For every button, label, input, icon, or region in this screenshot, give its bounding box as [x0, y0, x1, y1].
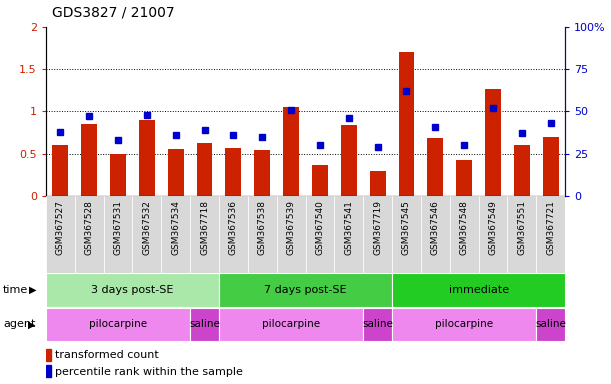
Bar [485, 89, 501, 196]
Bar [398, 52, 414, 196]
Text: GSM367532: GSM367532 [142, 200, 152, 255]
Text: GSM367548: GSM367548 [459, 200, 469, 255]
Bar [543, 137, 558, 196]
Bar [508, 196, 536, 273]
Bar [161, 196, 190, 273]
Text: GSM367539: GSM367539 [287, 200, 296, 255]
Text: pilocarpine: pilocarpine [435, 319, 493, 329]
Bar [370, 171, 386, 196]
Text: GSM367721: GSM367721 [546, 200, 555, 255]
Text: agent: agent [3, 319, 35, 329]
Bar [312, 165, 328, 196]
Text: GSM367718: GSM367718 [200, 200, 209, 255]
Bar [341, 125, 357, 196]
Text: GSM367538: GSM367538 [258, 200, 267, 255]
Bar [103, 196, 133, 273]
Text: GSM367541: GSM367541 [344, 200, 353, 255]
Text: percentile rank within the sample: percentile rank within the sample [54, 366, 243, 377]
Bar [421, 196, 450, 273]
Bar [225, 148, 241, 196]
Bar [392, 273, 565, 306]
Text: GSM367540: GSM367540 [315, 200, 324, 255]
Bar [197, 144, 213, 196]
Bar [450, 196, 478, 273]
Bar [219, 196, 248, 273]
Bar [139, 120, 155, 196]
Text: GSM367551: GSM367551 [518, 200, 527, 255]
Text: 3 days post-SE: 3 days post-SE [91, 285, 174, 295]
Bar [190, 308, 219, 341]
Bar [46, 349, 51, 361]
Bar [46, 308, 190, 341]
Bar [110, 154, 126, 196]
Bar [81, 124, 97, 196]
Text: saline: saline [189, 319, 220, 329]
Bar [478, 196, 508, 273]
Bar [334, 196, 363, 273]
Bar [277, 196, 306, 273]
Text: GDS3827 / 21007: GDS3827 / 21007 [52, 5, 175, 19]
Bar [46, 196, 75, 273]
Bar [363, 308, 392, 341]
Bar [168, 149, 183, 196]
Bar [283, 107, 299, 196]
Text: GSM367536: GSM367536 [229, 200, 238, 255]
Bar [514, 145, 530, 196]
Text: saline: saline [362, 319, 393, 329]
Text: GSM367527: GSM367527 [56, 200, 65, 255]
Text: GSM367534: GSM367534 [171, 200, 180, 255]
Bar [392, 308, 536, 341]
Text: GSM367546: GSM367546 [431, 200, 440, 255]
Text: GSM367545: GSM367545 [402, 200, 411, 255]
Text: GSM367719: GSM367719 [373, 200, 382, 255]
Bar [536, 196, 565, 273]
Text: GSM367528: GSM367528 [84, 200, 93, 255]
Bar [363, 196, 392, 273]
Text: GSM367531: GSM367531 [114, 200, 122, 255]
Text: 7 days post-SE: 7 days post-SE [264, 285, 347, 295]
Bar [219, 273, 392, 306]
Text: GSM367549: GSM367549 [489, 200, 497, 255]
Bar [75, 196, 103, 273]
Bar [46, 273, 219, 306]
Text: time: time [3, 285, 28, 295]
Text: transformed count: transformed count [54, 350, 158, 360]
Bar [536, 308, 565, 341]
Bar [392, 196, 421, 273]
Text: immediate: immediate [448, 285, 509, 295]
Bar [248, 196, 277, 273]
Bar [428, 138, 443, 196]
Bar [456, 161, 472, 196]
Text: ▶: ▶ [28, 319, 35, 329]
Bar [190, 196, 219, 273]
Bar [46, 365, 51, 377]
Bar [306, 196, 334, 273]
Text: pilocarpine: pilocarpine [89, 319, 147, 329]
Bar [53, 145, 68, 196]
Bar [219, 308, 363, 341]
Bar [133, 196, 161, 273]
Bar [254, 150, 270, 196]
Text: saline: saline [535, 319, 566, 329]
Text: ▶: ▶ [29, 285, 37, 295]
Text: pilocarpine: pilocarpine [262, 319, 320, 329]
